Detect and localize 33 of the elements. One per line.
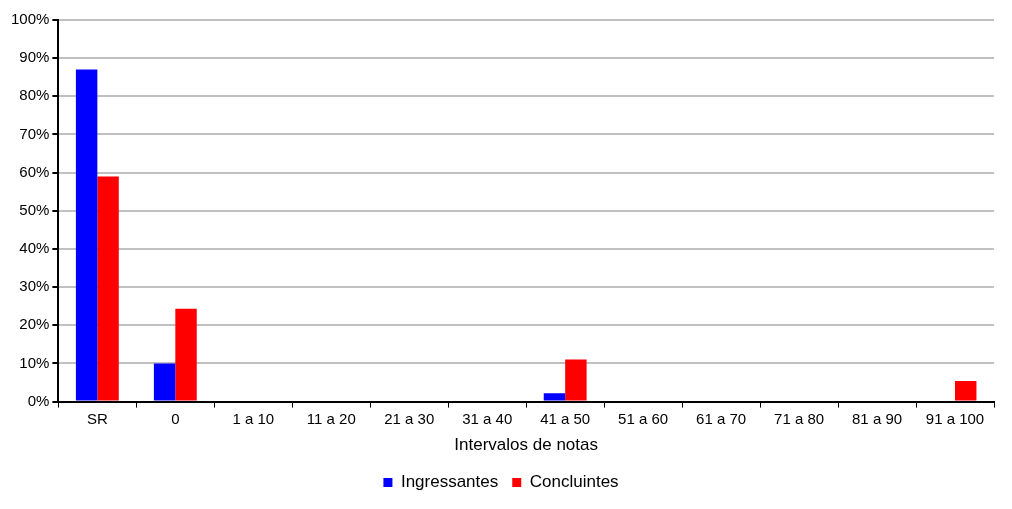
x-tick-label: 51 a 60 (618, 409, 669, 427)
bar (565, 359, 587, 401)
bar (153, 363, 176, 401)
y-tick-label: 0% (27, 391, 50, 409)
x-tick-label: 61 a 70 (696, 409, 747, 427)
y-tick-label: 70% (19, 124, 50, 142)
x-tick-label: 91 a 100 (925, 409, 985, 427)
x-axis-title: Intervalos de notas (454, 435, 599, 455)
x-tick-label: 1 a 10 (232, 409, 275, 427)
x-tick-label: 31 a 40 (462, 409, 513, 427)
y-tick-label: 80% (19, 86, 50, 104)
y-tick-label: 100% (10, 10, 50, 28)
x-tick-label: 11 a 20 (306, 409, 356, 427)
legend-label: Ingressantes (400, 472, 499, 492)
bar (97, 176, 119, 401)
bar (175, 308, 197, 401)
y-tick-label: 90% (19, 48, 50, 66)
y-tick-label: 40% (19, 239, 50, 257)
y-tick-label: 30% (19, 277, 50, 295)
y-tick-label: 20% (19, 315, 50, 333)
x-tick-label: 71 a 80 (774, 409, 825, 427)
x-tick-label: 41 a 50 (540, 409, 591, 427)
y-tick-label: 10% (19, 353, 50, 371)
bar (955, 380, 977, 401)
x-tick-label: SR (86, 409, 108, 427)
x-tick-label: 21 a 30 (384, 409, 435, 427)
bar (75, 69, 98, 401)
x-tick-label: 0 (171, 409, 180, 427)
y-tick-label: 50% (19, 200, 50, 218)
bar (543, 393, 566, 401)
y-tick-label: 60% (19, 162, 50, 180)
legend-label: Concluintes (529, 472, 619, 492)
x-tick-label: 81 a 90 (852, 409, 903, 427)
